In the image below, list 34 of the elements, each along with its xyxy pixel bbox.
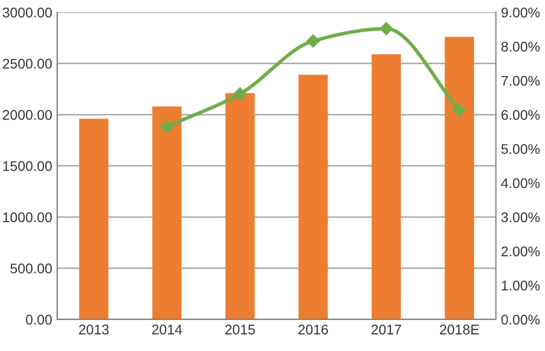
y-tick-label: 1500.00 xyxy=(3,161,52,172)
bar xyxy=(152,106,182,320)
y2-tick-label: 9.00% xyxy=(501,8,540,18)
y-tick-label: 3000.00 xyxy=(2,8,52,18)
y2-tick-label: 4.00% xyxy=(501,178,540,188)
point xyxy=(233,87,247,100)
point xyxy=(306,34,320,48)
y-tick-label: 2000.00 xyxy=(2,110,52,120)
x-tick-label: 2016 xyxy=(298,324,328,334)
x-tick-label: 2014 xyxy=(152,324,182,334)
y2-tick-label: 5.00% xyxy=(501,144,540,154)
bar xyxy=(225,93,255,320)
y2-tick-label: 0.00% xyxy=(501,314,540,325)
bar xyxy=(79,118,108,320)
y2-tick-label: 1.00% xyxy=(502,280,540,290)
bar xyxy=(298,74,328,320)
point xyxy=(452,104,466,117)
y2-tick-label: 6.00% xyxy=(502,110,540,120)
x-tick-label: 2013 xyxy=(79,324,109,334)
x-tick-label: 2015 xyxy=(225,324,255,334)
y-tick-label: 2500.00 xyxy=(2,58,52,69)
y2-tick-label: 2.00% xyxy=(502,246,540,256)
point xyxy=(380,22,393,36)
y2-tick-label: 3.00% xyxy=(501,212,540,222)
y-tick-label: 0.00 xyxy=(26,314,52,325)
y2-tick-label: 7.00% xyxy=(502,76,540,86)
bar xyxy=(372,54,401,320)
y-tick-label: 1000.00 xyxy=(3,212,52,222)
y-tick-label: 500.00 xyxy=(10,264,52,274)
x-tick-label: 2017 xyxy=(372,324,402,334)
point xyxy=(160,120,174,134)
x-tick-label: 2018E xyxy=(440,324,479,334)
y2-tick-label: 8.00% xyxy=(501,42,540,52)
bar xyxy=(444,36,474,320)
